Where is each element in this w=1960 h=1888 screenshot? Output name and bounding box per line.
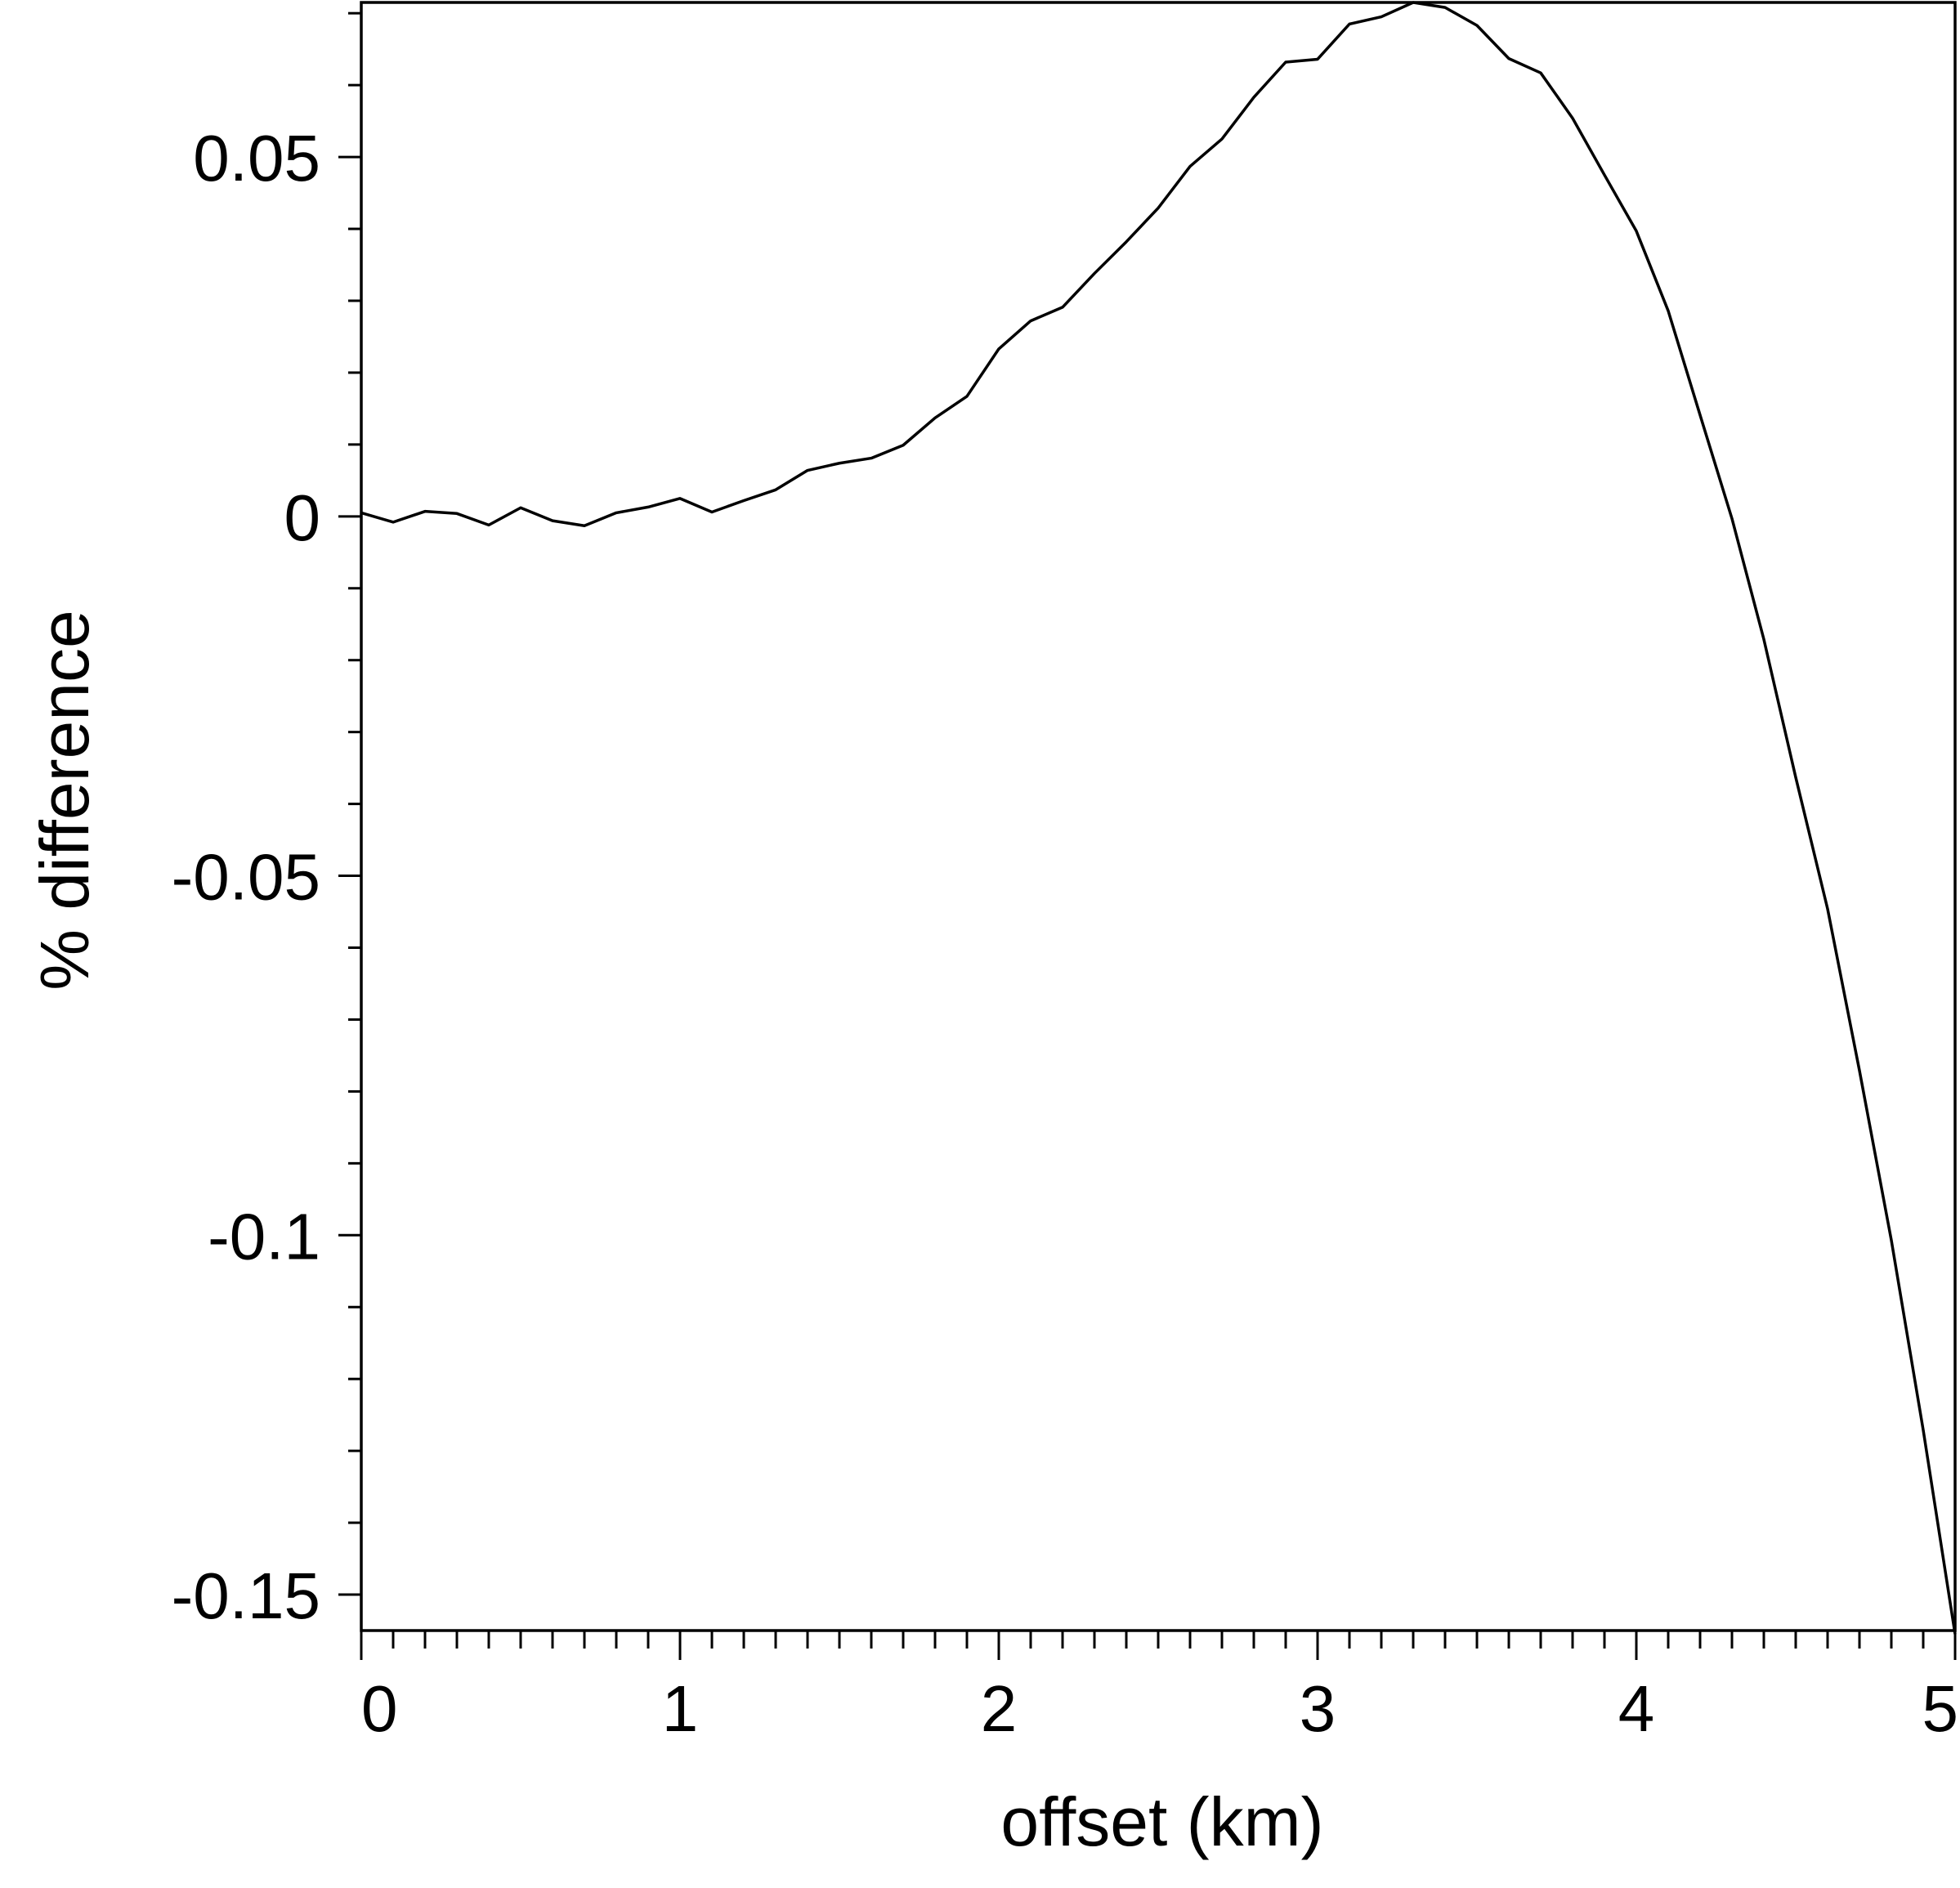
minor-ticks — [348, 11, 1925, 1649]
plot-frame — [360, 1, 1957, 1632]
series-line — [360, 1, 1957, 1635]
y-tick-label: -0.15 — [172, 1559, 320, 1632]
x-tick-label: 5 — [1922, 1672, 1959, 1745]
y-tick-label: 0.05 — [193, 122, 320, 195]
x-tick-label: 1 — [662, 1672, 699, 1745]
y-tick-label: -0.1 — [208, 1200, 320, 1273]
x-tick-labels: 0 1 2 3 4 5 — [361, 1672, 1958, 1745]
x-tick-label: 0 — [361, 1672, 398, 1745]
y-axis-label: % difference — [26, 610, 103, 990]
y-tick-label: -0.05 — [172, 841, 320, 914]
major-ticks — [338, 155, 1957, 1660]
y-tick-label: 0 — [284, 481, 321, 554]
x-axis-label: offset (km) — [1000, 1783, 1323, 1860]
x-tick-label: 3 — [1300, 1672, 1336, 1745]
x-tick-label: 2 — [981, 1672, 1018, 1745]
x-tick-label: 4 — [1618, 1672, 1655, 1745]
y-tick-labels: 0.05 0 -0.05 -0.1 -0.15 — [172, 122, 320, 1632]
